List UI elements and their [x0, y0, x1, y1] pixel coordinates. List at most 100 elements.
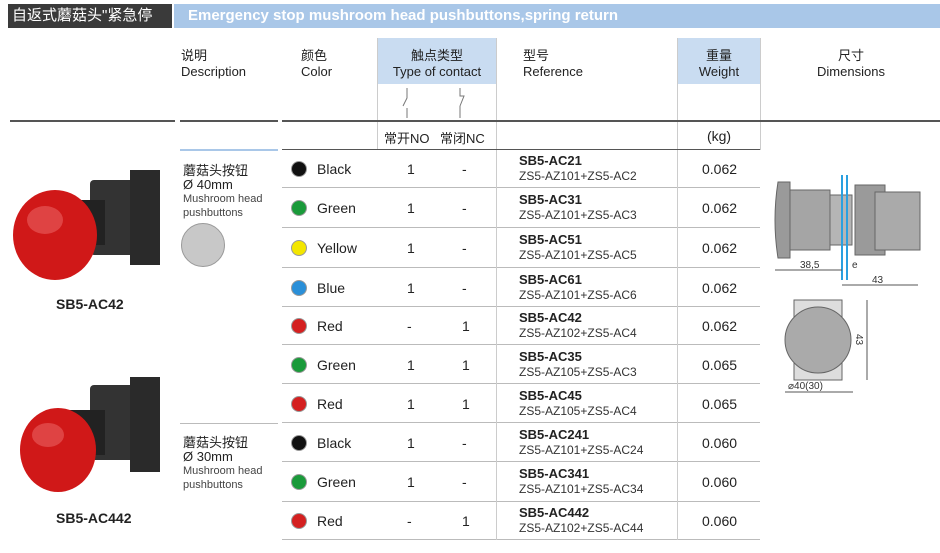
component-parts: ZS5-AZ101+ZS5-AC2 [519, 169, 637, 183]
color-swatch-icon [291, 318, 307, 334]
group-description: 蘑菇头按钮 Ø 40mm Mushroom head pushbuttons [183, 163, 263, 220]
table-row: Black 1 - SB5-AC241 ZS5-AZ101+ZS5-AC24 0… [282, 423, 760, 462]
svg-text:43: 43 [872, 275, 884, 286]
product-image-sb5-ac442 [20, 377, 160, 492]
table-row: Red - 1 SB5-AC442 ZS5-AZ102+ZS5-AC44 0.0… [282, 502, 760, 540]
nc-label: 常闭NC [440, 131, 485, 146]
color-name: Green [317, 474, 356, 490]
weight: 0.065 [702, 356, 738, 373]
table-row: Black 1 - SB5-AC21 ZS5-AZ101+ZS5-AC2 0.0… [282, 150, 760, 188]
no-count: 1 [407, 240, 415, 256]
header-contact: 触点类型 Type of contact [392, 48, 482, 79]
reference: SB5-AC42 [519, 310, 582, 325]
color-swatch-icon [291, 240, 307, 256]
color-swatch-icon [291, 434, 307, 451]
reference: SB5-AC61 [519, 271, 582, 287]
color-name: Red [317, 395, 343, 412]
header-description: 说明 Description [181, 48, 247, 79]
component-parts: ZS5-AZ102+ZS5-AC4 [519, 326, 637, 340]
group-description: 蘑菇头按钮 Ø 30mm Mushroom head pushbuttons [183, 435, 263, 492]
color-swatch-icon [291, 200, 307, 216]
no-count: 1 [407, 474, 415, 490]
weight: 0.065 [702, 395, 738, 412]
nc-count: - [462, 240, 467, 256]
weight: 0.062 [702, 240, 738, 256]
title-cn: 自返式蘑菇头"紧急停止"按钮 [8, 4, 172, 48]
weight: 0.060 [702, 434, 738, 451]
color-name: Yellow [317, 240, 357, 256]
reference: SB5-AC442 [519, 505, 590, 520]
nc-count: 1 [462, 318, 470, 334]
weight: 0.062 [702, 200, 738, 216]
reference: SB5-AC31 [519, 192, 582, 207]
no-count: 1 [407, 356, 415, 373]
nc-count: - [462, 161, 467, 177]
nc-count: 1 [462, 513, 470, 529]
header-dimensions: 尺寸 Dimensions [817, 48, 885, 79]
color-swatch-icon [291, 356, 307, 373]
reference: SB5-AC35 [519, 348, 582, 364]
color-name: Red [317, 318, 343, 334]
weight: 0.060 [702, 513, 738, 529]
product-label: SB5-AC442 [56, 510, 132, 526]
nc-count: 1 [462, 356, 470, 373]
component-parts: ZS5-AZ101+ZS5-AC3 [519, 208, 637, 222]
color-swatch-icon [291, 279, 307, 296]
svg-text:e: e [852, 260, 858, 271]
color-name: Red [317, 513, 343, 529]
no-label: 常开NO [384, 131, 430, 146]
weight: 0.060 [702, 474, 738, 490]
nc-count: 1 [462, 395, 470, 412]
reference: SB5-AC51 [519, 232, 582, 247]
component-parts: ZS5-AZ105+ZS5-AC3 [519, 364, 637, 379]
no-count: 1 [407, 200, 415, 216]
no-count: 1 [407, 434, 415, 451]
nc-count: - [462, 474, 467, 490]
product-image-sb5-ac42 [13, 170, 160, 280]
nc-count: - [462, 200, 467, 216]
table-row: Red - 1 SB5-AC42 ZS5-AZ102+ZS5-AC4 0.062 [282, 307, 760, 345]
nc-count: - [462, 279, 467, 296]
no-count: - [407, 318, 412, 334]
table-row: Green 1 - SB5-AC31 ZS5-AZ101+ZS5-AC3 0.0… [282, 188, 760, 228]
no-count: 1 [407, 161, 415, 177]
reference: SB5-AC241 [519, 426, 590, 442]
reference: SB5-AC341 [519, 466, 590, 481]
color-swatch-icon [291, 395, 307, 412]
table-row: Green 1 1 SB5-AC35 ZS5-AZ105+ZS5-AC3 0.0… [282, 345, 760, 384]
mushroom-head-icon [181, 223, 225, 267]
no-count: 1 [407, 279, 415, 296]
table-row: Green 1 - SB5-AC341 ZS5-AZ101+ZS5-AC34 0… [282, 462, 760, 502]
color-swatch-icon [291, 474, 307, 490]
component-parts: ZS5-AZ101+ZS5-AC6 [519, 287, 637, 302]
color-swatch-icon [291, 161, 307, 177]
header-weight: 重量 Weight [698, 48, 740, 79]
contact-symbols-icon [402, 88, 465, 118]
weight: 0.062 [702, 161, 738, 177]
svg-text:⌀40(30): ⌀40(30) [788, 381, 823, 392]
dim-length: 38,5 [800, 260, 820, 271]
weight: 0.062 [702, 318, 738, 334]
reference: SB5-AC21 [519, 153, 582, 168]
no-count: 1 [407, 395, 415, 412]
nc-count: - [462, 434, 467, 451]
header-reference: 型号 Reference [523, 48, 583, 79]
component-parts: ZS5-AZ101+ZS5-AC34 [519, 482, 644, 496]
svg-text:43: 43 [853, 334, 864, 346]
component-parts: ZS5-AZ101+ZS5-AC5 [519, 248, 637, 262]
component-parts: ZS5-AZ105+ZS5-AC4 [519, 403, 637, 418]
header-color: 颜色 Color [301, 48, 333, 79]
color-name: Green [317, 200, 356, 216]
component-parts: ZS5-AZ102+ZS5-AC44 [519, 521, 644, 535]
weight: 0.062 [702, 279, 738, 296]
weight-unit: (kg) [706, 128, 732, 144]
color-name: Blue [317, 279, 346, 296]
color-swatch-icon [291, 513, 307, 529]
contact-header-bg [378, 38, 496, 84]
product-label: SB5-AC42 [56, 296, 124, 312]
color-name: Green [317, 356, 356, 373]
component-parts: ZS5-AZ101+ZS5-AC24 [519, 442, 644, 457]
table-row: Yellow 1 - SB5-AC51 ZS5-AZ101+ZS5-AC5 0.… [282, 228, 760, 268]
weight-header-bg [678, 38, 760, 84]
